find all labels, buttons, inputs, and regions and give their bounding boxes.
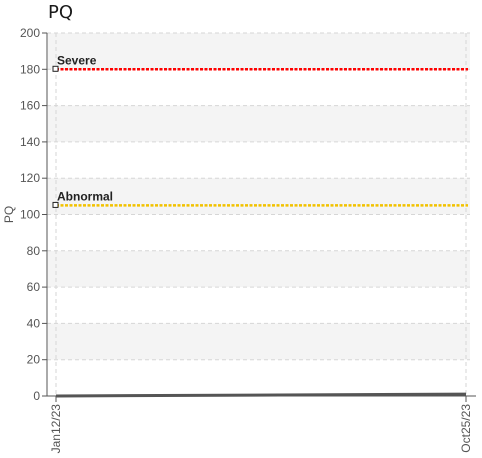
y-tick-label: 100 — [20, 208, 40, 222]
grid-band — [48, 250, 470, 288]
threshold-marker — [52, 201, 59, 208]
series-line — [55, 392, 467, 398]
grid-band — [48, 33, 470, 70]
threshold-marker — [52, 65, 59, 72]
y-tick-label: 160 — [20, 99, 40, 113]
grid-band — [48, 323, 470, 360]
y-tick-label: 0 — [33, 389, 40, 403]
y-tick-label: 20 — [27, 353, 41, 367]
y-tick-label: 80 — [27, 244, 41, 258]
y-tick-label: 40 — [27, 316, 41, 330]
y-tick-label: 180 — [20, 62, 40, 76]
x-tick-label: Oct25/23 — [459, 404, 473, 453]
y-tick-label: 140 — [20, 135, 40, 149]
x-tick-label: Jan12/23 — [49, 404, 63, 454]
threshold-label: Abnormal — [57, 189, 113, 203]
y-tick-label: 200 — [20, 26, 40, 40]
grid-band — [48, 178, 470, 215]
y-tick-label: 120 — [20, 171, 40, 185]
threshold-label: Severe — [57, 53, 97, 67]
grid-band — [48, 105, 470, 142]
chart-title: PQ — [48, 2, 74, 23]
y-axis-title: PQ — [2, 206, 16, 223]
y-tick-label: 60 — [27, 280, 41, 294]
